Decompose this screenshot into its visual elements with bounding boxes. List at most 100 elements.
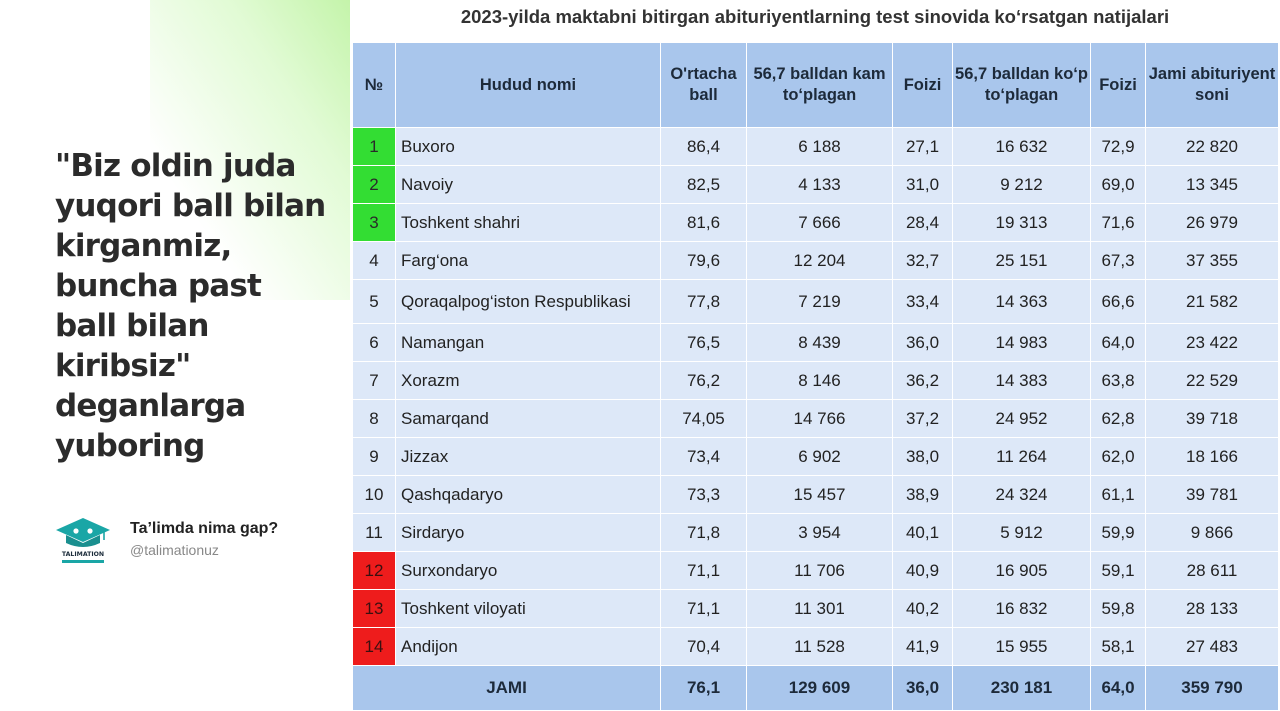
table-row: 1 Buxoro 86,4 6 188 27,1 16 632 72,9 22 820 xyxy=(352,127,1279,166)
quote-line: kiribsiz" xyxy=(55,348,191,384)
table-row: 2 Navoiy 82,5 4 133 31,0 9 212 69,0 13 345 xyxy=(352,165,1279,204)
below-threshold-cell: 8 439 xyxy=(746,323,893,362)
region-name-cell: Toshkent viloyati xyxy=(395,589,661,628)
total-applicants-cell: 9 866 xyxy=(1145,513,1279,552)
total-applicants-cell: 28 611 xyxy=(1145,551,1279,590)
total-above-threshold: 230 181 xyxy=(952,665,1091,711)
results-table-area: 2023-yilda maktabni bitirgan abituriyent… xyxy=(350,0,1280,711)
header-above-percent: Foizi xyxy=(1090,42,1146,128)
rank-number-cell: 13 xyxy=(352,589,396,628)
below-percent-cell: 38,0 xyxy=(892,437,953,476)
average-score-cell: 82,5 xyxy=(660,165,747,204)
average-score-cell: 77,8 xyxy=(660,279,747,324)
rank-number-cell: 3 xyxy=(352,203,396,242)
below-threshold-cell: 6 188 xyxy=(746,127,893,166)
quote-line: buncha past xyxy=(55,268,262,304)
region-name-cell: Jizzax xyxy=(395,437,661,476)
total-applicants-cell: 37 355 xyxy=(1145,241,1279,280)
region-name-cell: Surxondaryo xyxy=(395,551,661,590)
rank-number-cell: 8 xyxy=(352,399,396,438)
above-percent-cell: 64,0 xyxy=(1090,323,1146,362)
rank-number-cell: 7 xyxy=(352,361,396,400)
below-threshold-cell: 11 301 xyxy=(746,589,893,628)
quote-line: yuqori ball bilan xyxy=(55,188,326,224)
table-row: 3 Toshkent shahri 81,6 7 666 28,4 19 313 71,6 2… xyxy=(352,203,1279,242)
rank-number-cell: 6 xyxy=(352,323,396,362)
above-percent-cell: 72,9 xyxy=(1090,127,1146,166)
total-above-percent: 64,0 xyxy=(1090,665,1146,711)
above-threshold-cell: 14 363 xyxy=(952,279,1091,324)
above-threshold-cell: 5 912 xyxy=(952,513,1091,552)
brand-block[interactable]: TALIMATION Ta’limda nima gap? @talimatio… xyxy=(52,516,342,566)
table-row: 8 Samarqand 74,05 14 766 37,2 24 952 62,8 39 71… xyxy=(352,399,1279,438)
above-threshold-cell: 14 383 xyxy=(952,361,1091,400)
total-applicants-cell: 27 483 xyxy=(1145,627,1279,666)
above-threshold-cell: 16 905 xyxy=(952,551,1091,590)
table-row: 12 Surxondaryo 71,1 11 706 40,9 16 905 59,1 28 … xyxy=(352,551,1279,590)
average-score-cell: 76,5 xyxy=(660,323,747,362)
average-score-cell: 74,05 xyxy=(660,399,747,438)
total-applicants-cell: 18 166 xyxy=(1145,437,1279,476)
average-score-cell: 81,6 xyxy=(660,203,747,242)
above-percent-cell: 59,1 xyxy=(1090,551,1146,590)
header-number: № xyxy=(352,42,396,128)
below-threshold-cell: 14 766 xyxy=(746,399,893,438)
header-below-percent: Foizi xyxy=(892,42,953,128)
results-table: № Hudud nomi O'rtacha ball 56,7 balldan … xyxy=(352,42,1279,711)
brand-handle[interactable]: @talimationuz xyxy=(130,542,219,558)
header-average-score: O'rtacha ball xyxy=(660,42,747,128)
total-applicants-cell: 28 133 xyxy=(1145,589,1279,628)
below-threshold-cell: 7 219 xyxy=(746,279,893,324)
above-percent-cell: 69,0 xyxy=(1090,165,1146,204)
above-percent-cell: 63,8 xyxy=(1090,361,1146,400)
above-percent-cell: 67,3 xyxy=(1090,241,1146,280)
quote-line: deganlarga xyxy=(55,388,246,424)
below-percent-cell: 33,4 xyxy=(892,279,953,324)
below-percent-cell: 40,9 xyxy=(892,551,953,590)
rank-number-cell: 4 xyxy=(352,241,396,280)
average-score-cell: 79,6 xyxy=(660,241,747,280)
above-percent-cell: 62,0 xyxy=(1090,437,1146,476)
total-label: JAMI xyxy=(352,665,661,711)
quote-line: yuboring xyxy=(55,428,205,464)
above-threshold-cell: 15 955 xyxy=(952,627,1091,666)
above-percent-cell: 58,1 xyxy=(1090,627,1146,666)
above-percent-cell: 61,1 xyxy=(1090,475,1146,514)
above-percent-cell: 59,9 xyxy=(1090,513,1146,552)
above-percent-cell: 62,8 xyxy=(1090,399,1146,438)
rank-number-cell: 9 xyxy=(352,437,396,476)
total-applicants-cell: 23 422 xyxy=(1145,323,1279,362)
below-percent-cell: 27,1 xyxy=(892,127,953,166)
rank-number-cell: 12 xyxy=(352,551,396,590)
total-applicants-cell: 26 979 xyxy=(1145,203,1279,242)
total-applicants-cell: 13 345 xyxy=(1145,165,1279,204)
region-name-cell: Sirdaryo xyxy=(395,513,661,552)
quote-line: ball bilan xyxy=(55,308,209,344)
above-percent-cell: 71,6 xyxy=(1090,203,1146,242)
below-percent-cell: 36,0 xyxy=(892,323,953,362)
table-row: 9 Jizzax 73,4 6 902 38,0 11 264 62,0 18 166 xyxy=(352,437,1279,476)
table-row: 10 Qashqadaryo 73,3 15 457 38,9 24 324 61,1 39 … xyxy=(352,475,1279,514)
region-name-cell: Buxoro xyxy=(395,127,661,166)
total-average-score: 76,1 xyxy=(660,665,747,711)
header-below-threshold: 56,7 balldan kam to‘plagan xyxy=(746,42,893,128)
region-name-cell: Namangan xyxy=(395,323,661,362)
quote-line: "Biz oldin juda xyxy=(55,148,296,184)
total-row: JAMI 76,1 129 609 36,0 230 181 64,0 359 … xyxy=(352,665,1279,711)
average-score-cell: 71,8 xyxy=(660,513,747,552)
region-name-cell: Qashqadaryo xyxy=(395,475,661,514)
average-score-cell: 73,3 xyxy=(660,475,747,514)
average-score-cell: 73,4 xyxy=(660,437,747,476)
below-percent-cell: 41,9 xyxy=(892,627,953,666)
table-row: 14 Andijon 70,4 11 528 41,9 15 955 58,1 27 483 xyxy=(352,627,1279,666)
talimation-logo: TALIMATION xyxy=(56,518,110,563)
above-threshold-cell: 24 952 xyxy=(952,399,1091,438)
below-threshold-cell: 6 902 xyxy=(746,437,893,476)
table-title: 2023-yilda maktabni bitirgan abituriyent… xyxy=(460,6,1170,27)
total-applicants-cell: 39 781 xyxy=(1145,475,1279,514)
region-name-cell: Toshkent shahri xyxy=(395,203,661,242)
average-score-cell: 76,2 xyxy=(660,361,747,400)
below-percent-cell: 28,4 xyxy=(892,203,953,242)
below-threshold-cell: 3 954 xyxy=(746,513,893,552)
total-applicants-cell: 39 718 xyxy=(1145,399,1279,438)
